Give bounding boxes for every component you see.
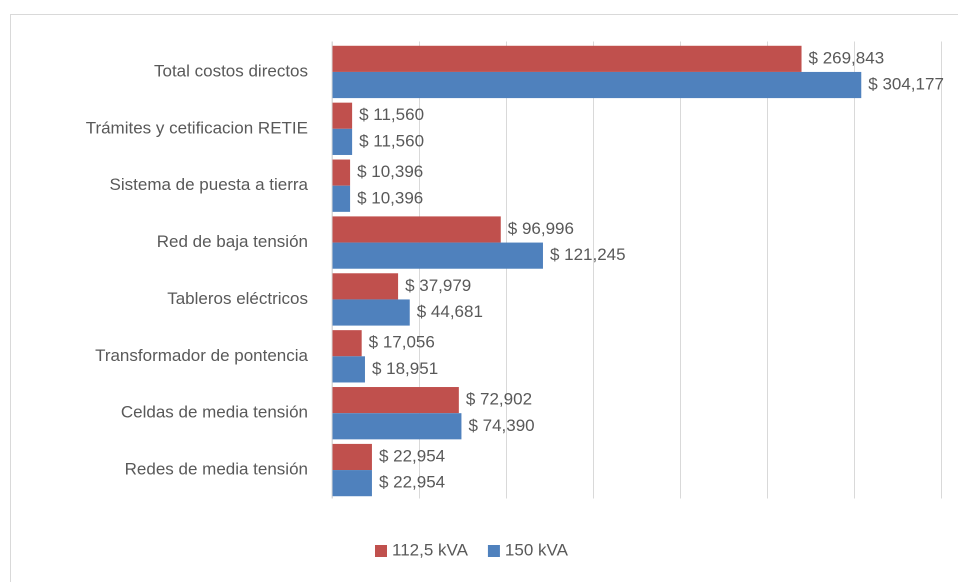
value-label: $ 22,954 — [379, 473, 445, 492]
value-label: $ 11,560 — [359, 105, 424, 124]
y-tick-label: Transformador de pontencia — [95, 346, 308, 365]
value-label: $ 10,396 — [357, 162, 423, 181]
bar — [332, 159, 351, 186]
legend-label: 150 kVA — [505, 540, 569, 559]
y-tick-label: Sistema de puesta a tierra — [110, 175, 309, 194]
y-tick-label: Redes de media tensión — [125, 460, 308, 479]
bar — [332, 102, 353, 129]
bar — [332, 45, 802, 72]
bar — [332, 128, 353, 155]
value-label: $ 304,177 — [868, 75, 944, 94]
bar — [332, 71, 862, 99]
value-label: $ 96,996 — [508, 219, 574, 238]
bar — [332, 387, 459, 414]
legend-swatch — [375, 545, 387, 557]
y-tick-label: Red de baja tensión — [157, 232, 308, 251]
bar — [332, 413, 462, 440]
value-label: $ 10,396 — [357, 188, 423, 207]
value-label: $ 17,056 — [369, 333, 435, 352]
legend-label: 112,5 kVA — [392, 540, 469, 559]
value-label: $ 121,245 — [550, 245, 626, 264]
value-label: $ 72,902 — [466, 390, 532, 409]
y-tick-label: Total costos directos — [154, 61, 308, 80]
value-label: $ 269,843 — [809, 48, 885, 67]
value-label: $ 11,560 — [359, 131, 424, 150]
bar — [332, 299, 410, 326]
bar — [332, 330, 362, 357]
bar — [332, 273, 399, 300]
legend-swatch — [487, 545, 500, 557]
bar — [332, 356, 365, 383]
bar — [332, 185, 351, 212]
bar — [332, 242, 543, 269]
y-tick-label: Tableros eléctricos — [167, 289, 308, 308]
bar — [332, 216, 501, 243]
value-label: $ 74,390 — [468, 416, 534, 435]
bar — [332, 443, 372, 471]
value-label: $ 18,951 — [372, 359, 438, 378]
value-label: $ 22,954 — [379, 446, 445, 465]
value-label: $ 37,979 — [405, 276, 471, 295]
y-tick-label: Trámites y cetificacion RETIE — [86, 118, 308, 137]
bar — [332, 470, 372, 497]
y-tick-label: Celdas de media tensión — [121, 403, 308, 422]
value-label: $ 44,681 — [417, 302, 483, 321]
chart-border — [10, 14, 958, 582]
